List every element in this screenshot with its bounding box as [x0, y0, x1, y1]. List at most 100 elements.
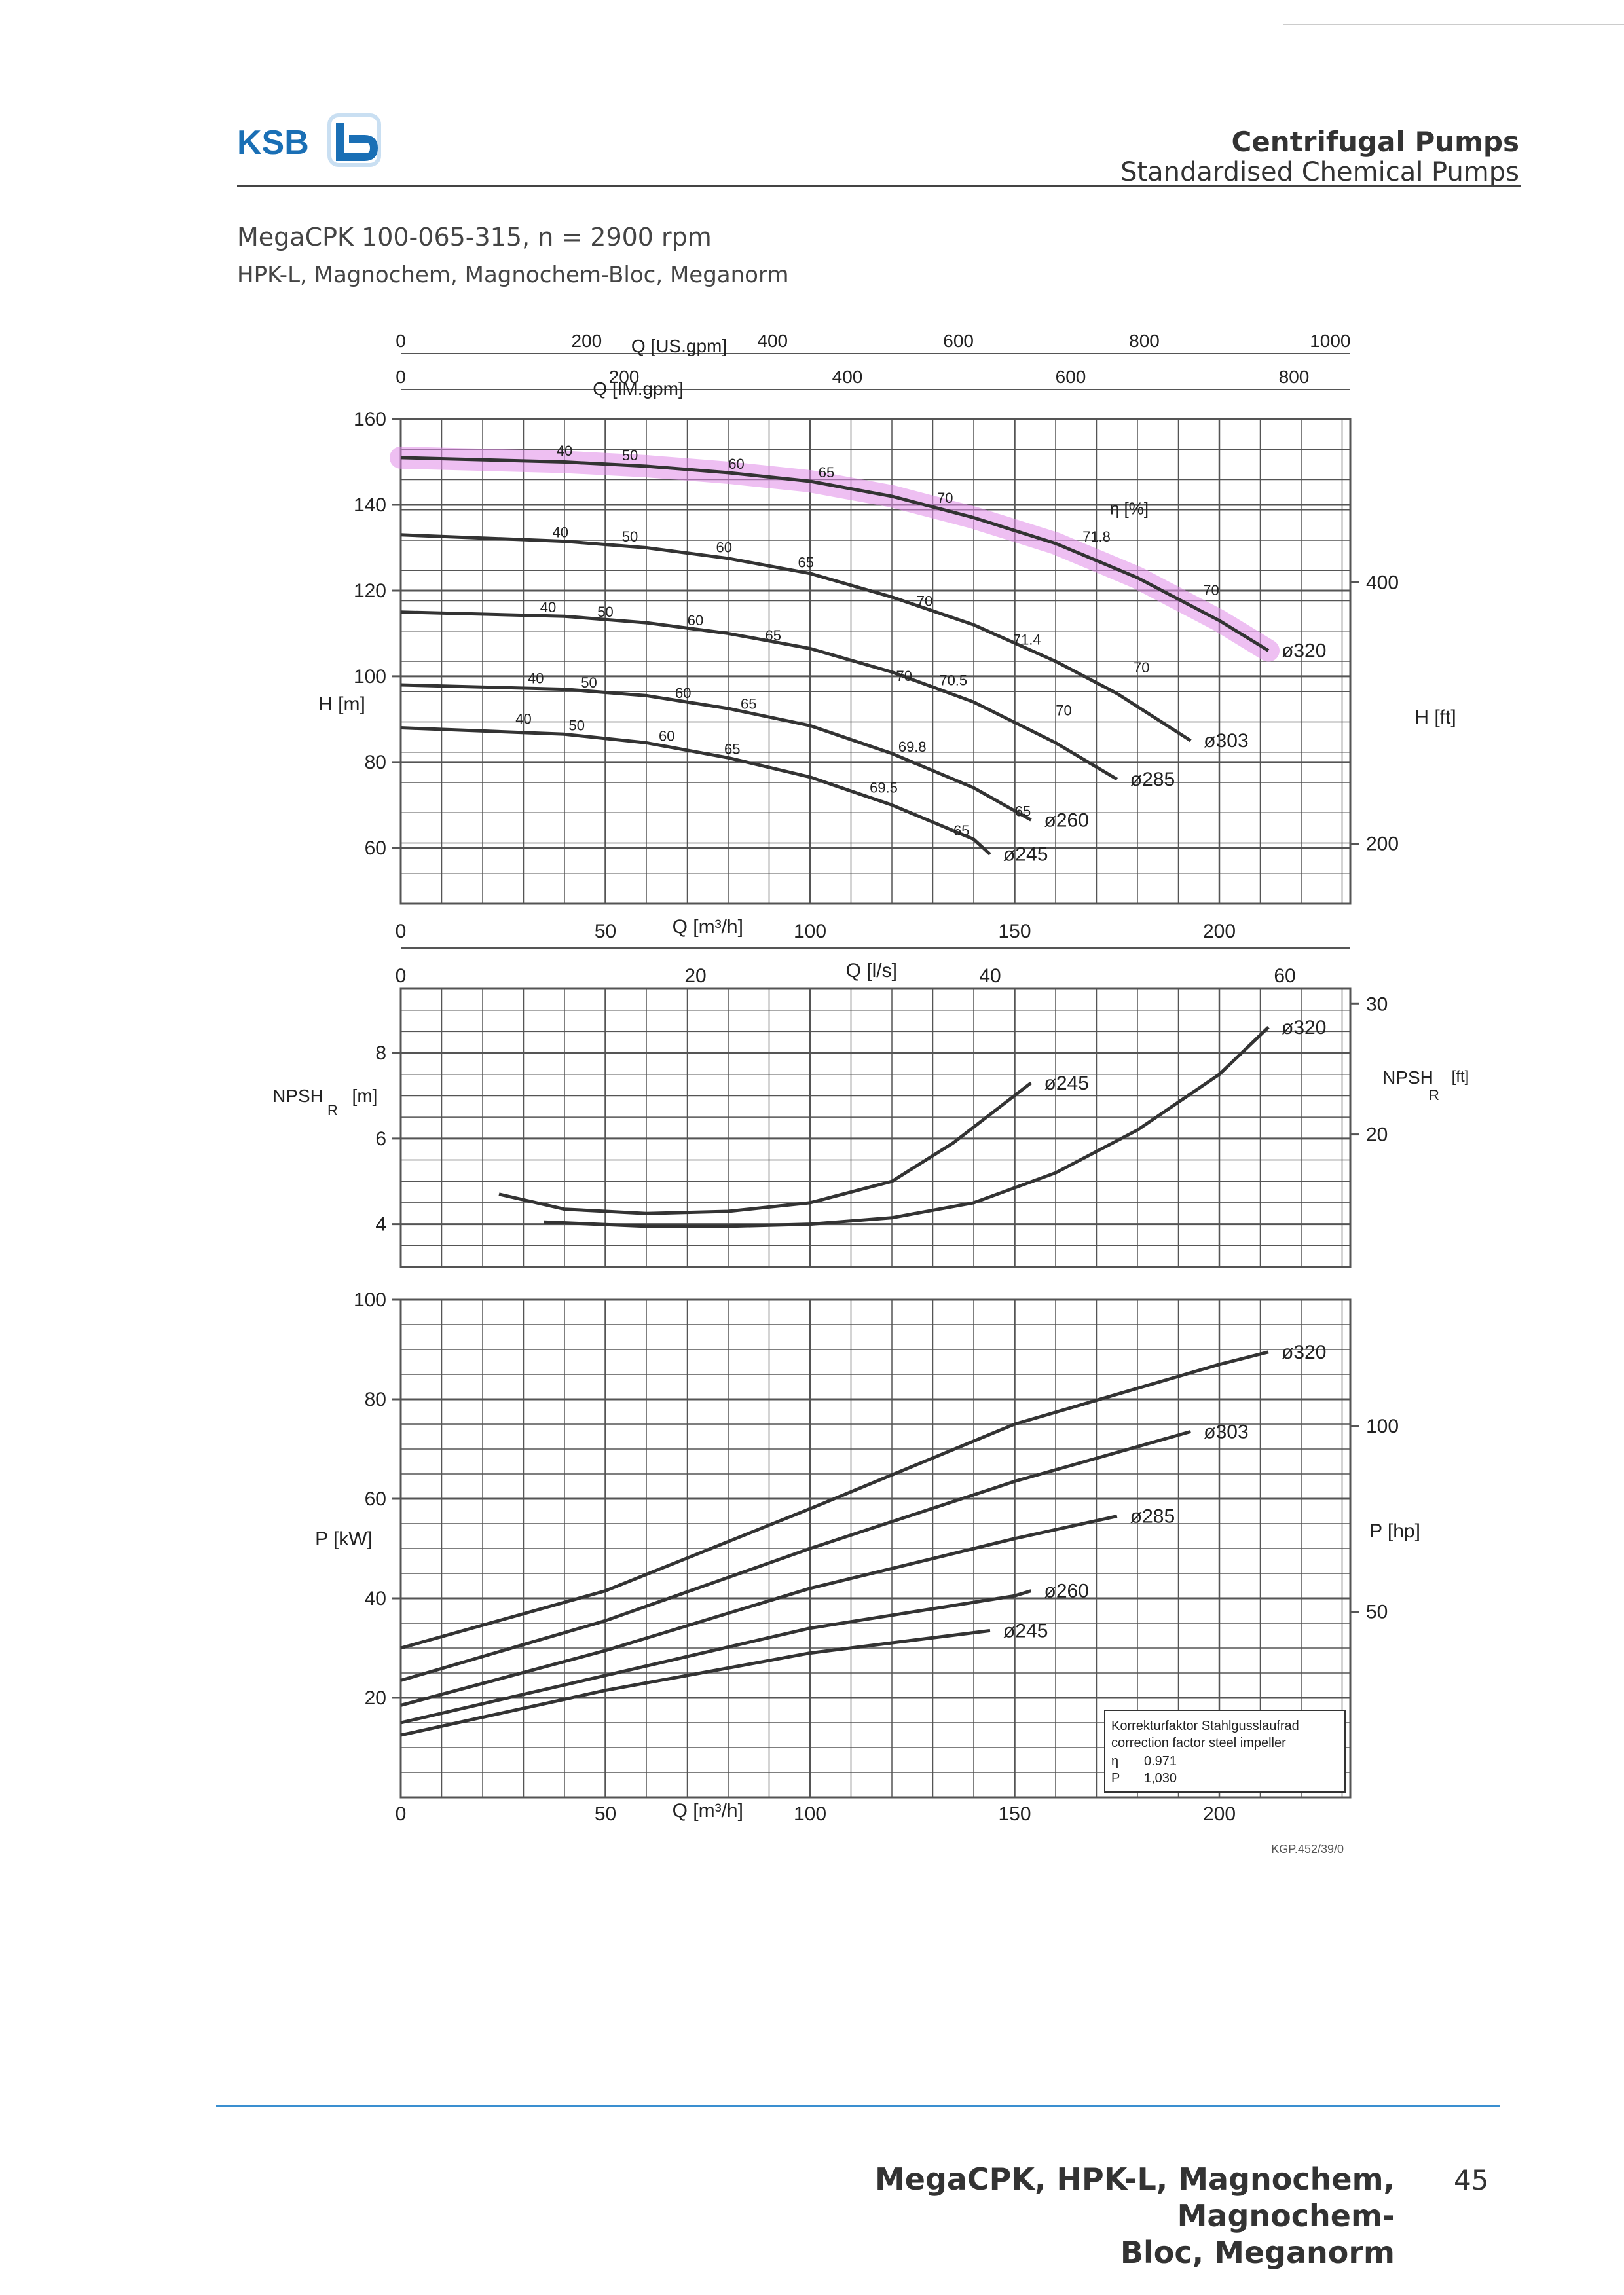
npsh-ytick-label: 8 [375, 1042, 386, 1064]
curve-label-head: ø303 [1204, 730, 1248, 752]
efficiency-label: 50 [622, 447, 638, 464]
npsh-ylabel: NPSH [272, 1086, 323, 1106]
power-ytick-label: 60 [365, 1488, 386, 1510]
efficiency-label: 40 [553, 524, 568, 541]
power-rtick-label: 100 [1366, 1416, 1399, 1437]
efficiency-label: 70 [1203, 582, 1219, 598]
head-xtick-label: 150 [998, 921, 1031, 942]
head-xtick-label: 50 [595, 921, 616, 942]
curve-label-head: ø245 [1003, 844, 1048, 866]
head-xlabel: Q [m³/h] [673, 916, 743, 938]
curve-power [400, 1628, 991, 1737]
head-xtick-label: 200 [1203, 921, 1236, 942]
ls-axis-label: Q [l/s] [846, 960, 897, 982]
curve-head [400, 726, 991, 856]
efficiency-label: 70 [937, 490, 953, 506]
efficiency-label: 70 [896, 668, 912, 684]
ls-tick-label: 20 [684, 965, 706, 987]
npsh-ylabel-right-unit: [ft] [1452, 1068, 1469, 1086]
curve-label-power: ø285 [1130, 1506, 1175, 1528]
correction-box-eta-label: η [1111, 1754, 1118, 1769]
head-ytick-label: 160 [354, 409, 386, 430]
head-rtick-label: 200 [1366, 834, 1399, 855]
efficiency-label: 65 [798, 554, 814, 570]
npsh-frame [399, 987, 1352, 1268]
head-ytick-label: 140 [354, 494, 386, 516]
curve-label-power: ø320 [1282, 1342, 1326, 1363]
imgpm-tick-label: 800 [1279, 367, 1310, 387]
efficiency-label: 65 [766, 627, 781, 644]
footer-title: MegaCPK, HPK-L, Magnochem, Magnochem- Bl… [773, 2161, 1395, 2271]
curve-head [400, 683, 1032, 822]
curve-power [400, 1350, 1269, 1650]
efficiency-label: 71.4 [1013, 631, 1041, 648]
efficiency-label: 70.5 [939, 672, 967, 689]
efficiency-label: 65 [724, 741, 740, 757]
header-rule [237, 185, 1521, 187]
curve-power [400, 1589, 1032, 1725]
footer-title-line2: Bloc, Meganorm [1120, 2235, 1395, 2270]
efficiency-label: 70 [917, 593, 932, 609]
power-xtick-label: 0 [396, 1803, 407, 1825]
npsh-ylabel-right-sub: R [1429, 1087, 1439, 1103]
pump-curves-chart: 6080100120140160200400ø320ø303ø285ø260ø2… [272, 331, 1469, 1856]
efficiency-label: 70 [1134, 659, 1149, 676]
head-ylabel-right: H [ft] [1414, 707, 1456, 728]
ls-tick-label: 60 [1274, 965, 1295, 987]
usgpm-tick-label: 800 [1129, 331, 1160, 351]
logo-b-icon [327, 113, 381, 167]
power-xtick-label: 200 [1203, 1803, 1236, 1825]
efficiency-label: 60 [728, 456, 744, 472]
curve-label-npsh: ø245 [1044, 1073, 1089, 1094]
curve-label-head: ø285 [1130, 769, 1175, 790]
curve-label-power: ø303 [1204, 1421, 1248, 1442]
curve-label-npsh: ø320 [1282, 1017, 1326, 1038]
efficiency-label: 71.8 [1082, 528, 1111, 545]
npsh-panel: 4 6 8 20 30 ø245 ø320 [375, 987, 1388, 1268]
head-ytick-label: 60 [365, 837, 386, 859]
efficiency-label: 40 [528, 670, 544, 686]
npsh-ylabel-right: NPSH [1382, 1067, 1433, 1088]
imgpm-tick-label: 400 [832, 367, 863, 387]
imgpm-tick-label: 0 [396, 367, 406, 387]
correction-box-p-label: P [1111, 1771, 1120, 1786]
header-title: Centrifugal Pumps [1231, 126, 1519, 158]
curve-label-power: ø260 [1044, 1581, 1089, 1602]
imgpm-tick-label: 200 [609, 367, 640, 387]
efficiency-label: 65 [819, 464, 834, 481]
usgpm-tick-label: 0 [396, 331, 406, 351]
footer-rule [216, 2105, 1500, 2107]
correction-box-line1: Korrekturfaktor Stahlgusslaufrad [1111, 1719, 1299, 1733]
usgpm-tick-label: 200 [572, 331, 602, 351]
curve-label-head: ø320 [1282, 640, 1326, 662]
power-xtick-label: 50 [595, 1803, 616, 1825]
efficiency-label: 60 [675, 685, 691, 701]
curve-head [400, 610, 1118, 781]
usgpm-tick-label: 400 [757, 331, 788, 351]
curve-label-power: ø245 [1003, 1620, 1048, 1642]
npsh-ytick-label: 4 [375, 1214, 386, 1236]
efficiency-label: 70 [1056, 702, 1071, 718]
efficiency-label: 69.5 [870, 779, 898, 796]
drawing-code: KGP.452/39/0 [1271, 1843, 1344, 1856]
efficiency-label: 50 [581, 674, 597, 691]
npsh-rtick-label: 30 [1366, 993, 1388, 1015]
head-ytick-label: 80 [365, 752, 386, 773]
header-subtitle: Standardised Chemical Pumps [1120, 157, 1519, 187]
correction-box-eta-value: 0.971 [1144, 1754, 1177, 1769]
model-line: MegaCPK 100-065-315, n = 2900 rpm [237, 223, 712, 251]
power-rtick-label: 50 [1366, 1602, 1388, 1623]
power-ylabel-right: P [hp] [1369, 1520, 1420, 1542]
power-xlabel: Q [m³/h] [673, 1800, 743, 1822]
npsh-ytick-label: 6 [375, 1128, 386, 1150]
efficiency-label: 60 [659, 728, 674, 744]
ls-tick-label: 40 [979, 965, 1001, 987]
efficiency-label: 60 [688, 612, 703, 629]
npsh-ylabel-unit: [m] [352, 1086, 378, 1106]
power-panel: 20 40 60 80 100 50 100 ø320 ø303 ø285 ø260 ø245 [354, 1289, 1399, 1799]
correction-box [1104, 1710, 1346, 1793]
power-ylabel: P [kW] [315, 1528, 373, 1550]
efficiency-label: 65 [1015, 803, 1031, 819]
curve-head [400, 456, 1270, 652]
top-faint-rule [1283, 24, 1624, 25]
